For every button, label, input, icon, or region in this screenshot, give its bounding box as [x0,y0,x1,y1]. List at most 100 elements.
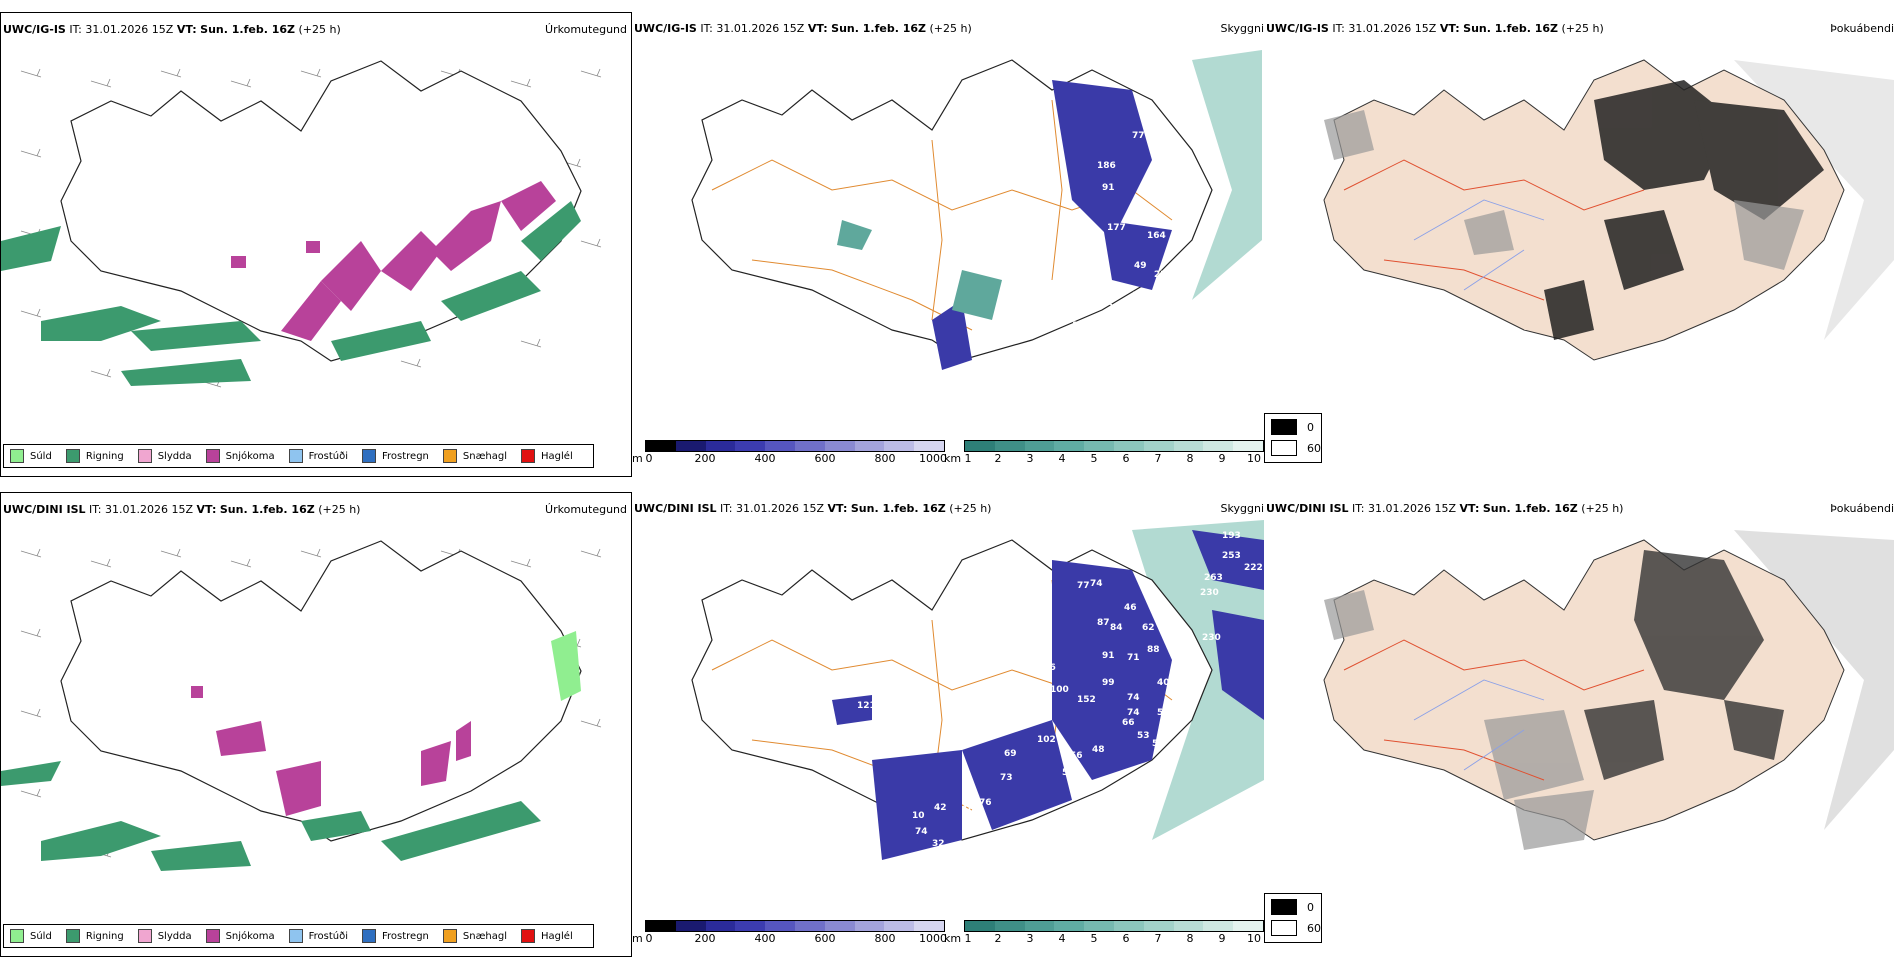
fog-index-legend-top: 0 60 [1264,413,1322,463]
iceland-map [1323,530,1894,850]
svg-text:54: 54 [1142,587,1155,597]
svg-text:164: 164 [1147,231,1166,241]
svg-text:193: 193 [1222,531,1241,541]
svg-text:84: 84 [1172,201,1185,211]
panel-header: UWC/DINI ISL IT: 31.01.2026 15Z VT: Sun.… [634,502,992,515]
svg-text:56: 56 [1070,751,1083,761]
precip-legend: Súld Rigning Slydda Snjókoma Frostúði Fr… [3,924,594,948]
precip-type-panel-top: UWC/IG-IS IT: 31.01.2026 15Z VT: Sun. 1.… [0,12,632,477]
snow-areas [191,686,471,816]
legend-item-sleet: Slydda [137,449,192,463]
legend-item-snow: Snjókoma [205,929,275,943]
svg-text:46: 46 [1124,603,1137,613]
svg-text:12: 12 [942,265,955,275]
svg-text:17: 17 [1132,291,1145,301]
svg-text:263: 263 [1204,573,1223,583]
svg-text:77: 77 [1132,131,1145,141]
svg-text:67: 67 [1180,709,1193,719]
fog-dense [1544,80,1824,340]
svg-text:40: 40 [1157,678,1170,688]
fog-medium [1324,110,1804,270]
panel-title: Þokuábendi [1830,502,1894,515]
svg-text:177: 177 [1107,223,1126,233]
svg-text:253: 253 [1222,551,1241,561]
svg-text:186: 186 [1097,161,1116,171]
svg-text:61: 61 [937,376,950,386]
svg-text:57: 57 [1192,673,1205,683]
svg-text:57: 57 [1157,708,1170,718]
svg-text:50: 50 [1062,768,1075,778]
svg-text:261: 261 [1057,351,1076,361]
legend-item-freezing-drizzle: Frostúði [288,929,348,943]
legend-item-rain: Rigning [65,449,124,463]
svg-text:81: 81 [1177,186,1190,196]
svg-text:73: 73 [1000,773,1013,783]
visibility-m-colorbar: m 0 200 400 600 800 1000 [632,440,947,466]
iceland-map [1,540,602,871]
svg-text:49: 49 [1134,261,1147,271]
coastline [60,540,582,842]
svg-text:53: 53 [1137,731,1150,741]
fog-dense [1584,550,1784,780]
visibility-panel-bottom: UWC/DINI ISL IT: 31.01.2026 15Z VT: Sun.… [632,492,1264,957]
svg-text:37: 37 [1087,333,1100,343]
svg-text:32: 32 [932,839,945,849]
svg-text:38: 38 [1172,643,1185,653]
colorbar-swatches [645,440,945,452]
precip-legend: Súld Rigning Slydda Snjókoma Frostúði Fr… [3,444,594,468]
svg-text:102: 102 [1037,735,1056,745]
mid-vis-areas [837,220,1002,320]
svg-text:191: 191 [1024,288,1043,298]
svg-text:55: 55 [1152,739,1165,749]
svg-text:88: 88 [1147,645,1160,655]
svg-text:69: 69 [1004,749,1017,759]
svg-text:74: 74 [1127,708,1140,718]
fog-index-panel-bottom: UWC/DINI ISL IT: 31.01.2026 15Z VT: Sun.… [1264,492,1896,957]
colorbar-swatches [964,440,1264,452]
svg-text:66: 66 [1122,718,1135,728]
svg-text:230: 230 [1200,588,1219,598]
svg-text:104: 104 [1157,186,1176,196]
svg-text:42: 42 [934,803,947,813]
panel-title: Skyggni [1220,22,1264,35]
svg-text:74: 74 [1090,579,1103,589]
svg-text:222: 222 [1244,563,1263,573]
svg-text:91: 91 [1102,183,1115,193]
svg-text:119: 119 [940,415,959,425]
svg-text:91: 91 [1102,651,1115,661]
snow-areas [231,181,556,341]
svg-text:59: 59 [1028,315,1041,325]
roads [1343,159,1645,301]
iceland-map [1,60,602,388]
legend-item-snow-pellets: Snæhagl [442,929,507,943]
legend-item-freezing-rain: Frostregn [362,449,429,463]
colorbar-swatches [964,920,1264,932]
svg-text:84: 84 [1110,623,1123,633]
legend-item-snow-pellets: Snæhagl [442,449,507,463]
svg-text:71: 71 [1127,653,1140,663]
svg-text:118: 118 [1072,321,1091,331]
legend-item-drizzle: Súld [10,929,52,943]
rain-areas [1,201,581,386]
panel-header: UWC/IG-IS IT: 31.01.2026 15Z VT: Sun. 1.… [3,23,341,36]
panel-title: Skyggni [1220,502,1264,515]
svg-text:76: 76 [979,798,992,808]
rivers [1413,679,1545,771]
svg-text:74: 74 [915,827,928,837]
visibility-km-colorbar: km 1 2 3 4 5 6 7 8 9 10 [944,440,1264,466]
svg-text:48: 48 [1092,745,1105,755]
panel-title: Úrkomutegund [545,23,627,36]
roads [1343,639,1645,781]
rivers [1413,199,1545,291]
legend-item-hail: Haglél [521,449,573,463]
svg-text:65: 65 [1177,216,1190,226]
precip-type-panel-bottom: UWC/DINI ISL IT: 31.01.2026 15Z VT: Sun.… [0,492,632,957]
svg-text:50: 50 [1172,663,1185,673]
svg-text:121: 121 [857,701,876,711]
legend-item-snow: Snjókoma [205,449,275,463]
svg-text:106: 106 [1037,663,1056,673]
coastline [60,60,582,362]
svg-text:105: 105 [962,805,981,815]
